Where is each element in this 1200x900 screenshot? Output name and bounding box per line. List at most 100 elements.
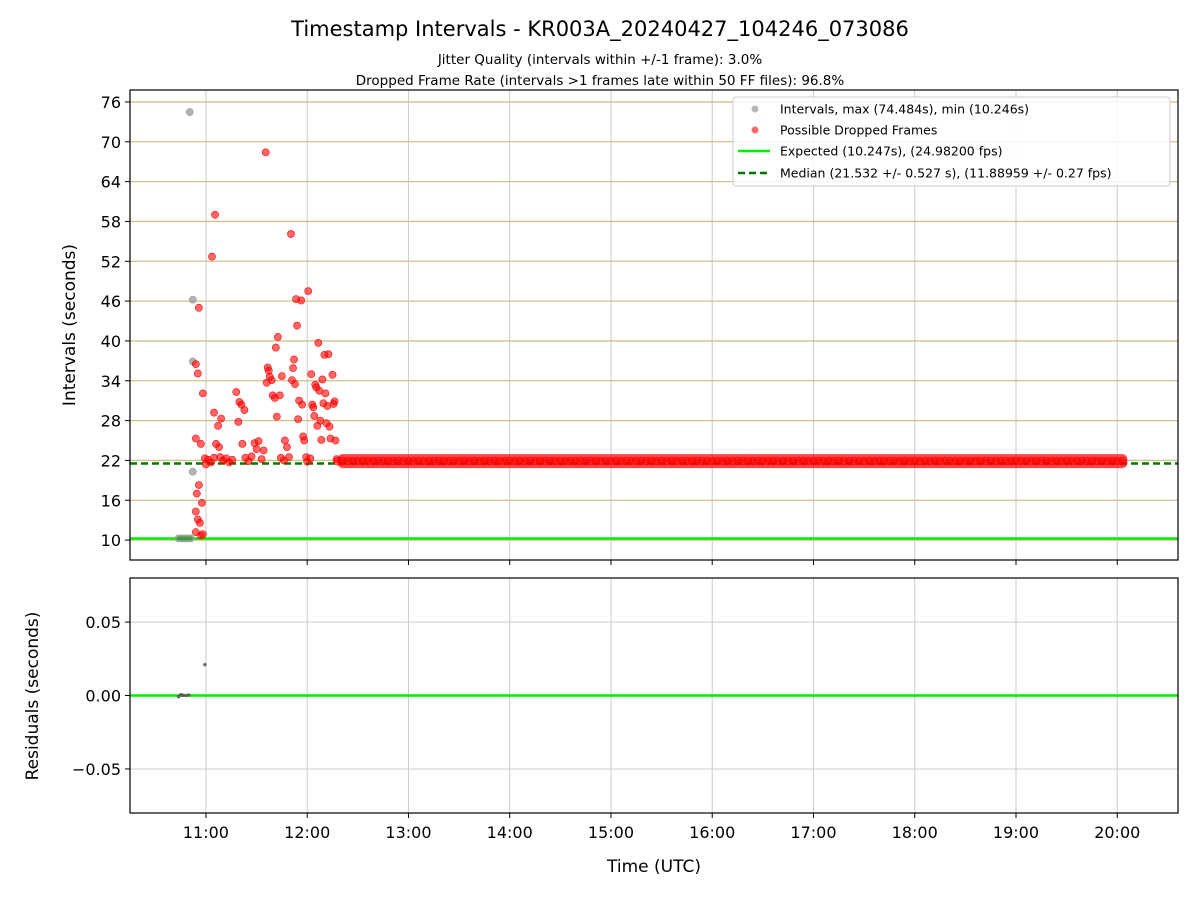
intervals-y-tick-label: 46: [101, 292, 121, 311]
dropped-frame-point: [307, 370, 316, 379]
dropped-frame-point: [192, 489, 201, 498]
dropped-frame-point: [194, 481, 203, 489]
dropped-frame-point: [1118, 456, 1127, 466]
dropped-frame-point: [240, 406, 249, 414]
dropped-frame-point: [314, 339, 323, 347]
dropped-frame-point: [217, 414, 226, 423]
dropped-frame-point: [281, 436, 289, 445]
x-tick-label: 14:00: [487, 823, 533, 842]
dropped-frame-point: [289, 364, 297, 373]
dropped-frame-point: [228, 455, 237, 464]
legend-marker-dropped: [751, 126, 759, 134]
dropped-frame-point: [191, 360, 200, 369]
x-tick-label: 15:00: [588, 823, 634, 842]
x-tick-label: 19:00: [993, 823, 1039, 842]
dropped-frame-point: [210, 408, 218, 417]
interval-point: [188, 295, 197, 304]
dropped-frame-point: [202, 460, 210, 469]
dropped-frame-point: [199, 530, 207, 539]
dropped-frame-point: [272, 412, 281, 421]
residuals-points: [176, 662, 207, 699]
intervals-y-axis-label: Intervals (seconds): [60, 244, 80, 406]
dropped-frame-point: [306, 454, 315, 463]
dropped-frame-point: [275, 391, 284, 400]
residuals-y-axis-label: Residuals (seconds): [23, 612, 43, 781]
dropped-frame-point: [294, 415, 302, 424]
dropped-frame-point: [321, 389, 330, 398]
residual-point: [203, 662, 207, 667]
chart-subtitle-dropped: Dropped Frame Rate (intervals >1 frames …: [356, 73, 845, 89]
residual-point: [186, 693, 191, 697]
dropped-frame-point: [232, 388, 241, 396]
dropped-frame-point: [196, 439, 205, 448]
expected-interval-point: [176, 536, 181, 541]
dropped-frame-point: [271, 343, 280, 352]
dropped-frame-point: [290, 355, 298, 364]
dropped-frame-point: [298, 400, 307, 409]
dropped-frame-point: [300, 436, 309, 445]
dropped-frame-point: [215, 443, 224, 452]
residuals-y-tick-label: −0.05: [72, 760, 121, 779]
dropped-frame-point: [208, 252, 216, 261]
dropped-frame-point: [261, 148, 270, 157]
intervals-y-tick-label: 40: [101, 332, 121, 351]
dropped-frame-point: [259, 446, 268, 455]
dropped-frame-point: [293, 321, 301, 330]
dropped-frame-point: [283, 443, 291, 452]
dropped-frame-point: [273, 333, 282, 341]
dropped-frame-point: [247, 452, 256, 461]
residual-point: [183, 693, 188, 698]
dropped-frame-point: [211, 210, 219, 219]
dropped-frame-point: [291, 380, 299, 388]
dropped-frame-point: [254, 437, 263, 446]
residuals-x-ticks: 11:00 12:00 13:00 14:00 15:00 16:00 17:00 18:00…: [183, 813, 1140, 842]
legend-label-intervals: Intervals, max (74.484s), min (10.246s): [780, 102, 1029, 117]
dropped-frame-point: [309, 403, 318, 412]
chart-subtitle-jitter: Jitter Quality (intervals within +/-1 fr…: [437, 52, 763, 68]
expected-interval-point: [188, 536, 193, 541]
dropped-frame-point: [324, 350, 333, 359]
dropped-frame-point: [195, 518, 204, 527]
dropped-frame-point: [238, 439, 247, 448]
legend-label-median: Median (21.532 +/- 0.527 s), (11.88959 +…: [780, 166, 1111, 181]
legend-label-expected: Expected (10.247s), (24.98200 fps): [780, 144, 1002, 159]
expected-interval-point: [179, 536, 184, 541]
legend-marker-intervals: [751, 105, 759, 113]
intervals-y-ticks: 10 16 22 28 34 40 46 52 58 64 70 76: [101, 93, 130, 550]
intervals-x-ticks: [205, 560, 1118, 565]
dropped-frame-point: [191, 434, 200, 443]
intervals-y-tick-label: 70: [101, 133, 121, 152]
intervals-y-tick-label: 34: [101, 372, 121, 391]
dropped-frame-point: [257, 455, 266, 463]
dropped-frame-point: [214, 422, 222, 430]
legend-box: [732, 96, 1171, 187]
dropped-frame-point: [317, 435, 326, 444]
intervals-y-tick-label: 52: [101, 252, 121, 271]
interval-point: [188, 467, 197, 476]
intervals-y-tick-label: 22: [101, 451, 121, 470]
x-tick-label: 11:00: [183, 823, 229, 842]
dropped-frame-point: [287, 230, 295, 238]
intervals-panel: 10 16 22 28 34 40 46 52 58 64 70 76 Intervals (seco…: [60, 89, 1179, 565]
intervals-y-tick-label: 58: [101, 212, 121, 231]
dropped-frame-point: [331, 436, 340, 445]
interval-point: [185, 108, 194, 116]
dropped-frame-point: [252, 445, 261, 454]
intervals-y-tick-label: 10: [101, 531, 121, 550]
dropped-frame-point: [267, 376, 276, 384]
x-tick-label: 17:00: [790, 823, 836, 842]
residuals-y-tick-label: 0.00: [85, 687, 121, 706]
intervals-y-tick-label: 28: [101, 412, 121, 431]
dropped-frame-point: [297, 296, 306, 305]
residuals-y-tick-label: 0.05: [85, 613, 121, 632]
legend: Intervals, max (74.484s), min (10.246s) …: [732, 96, 1171, 187]
dropped-frame-point: [194, 303, 203, 312]
dropped-frame-point: [330, 397, 339, 406]
residual-point: [180, 693, 185, 698]
x-tick-label: 18:00: [892, 823, 938, 842]
x-tick-label: 16:00: [689, 823, 735, 842]
expected-interval-point: [182, 536, 187, 541]
dropped-frame-point: [191, 507, 200, 516]
expected-interval-point: [185, 536, 190, 541]
